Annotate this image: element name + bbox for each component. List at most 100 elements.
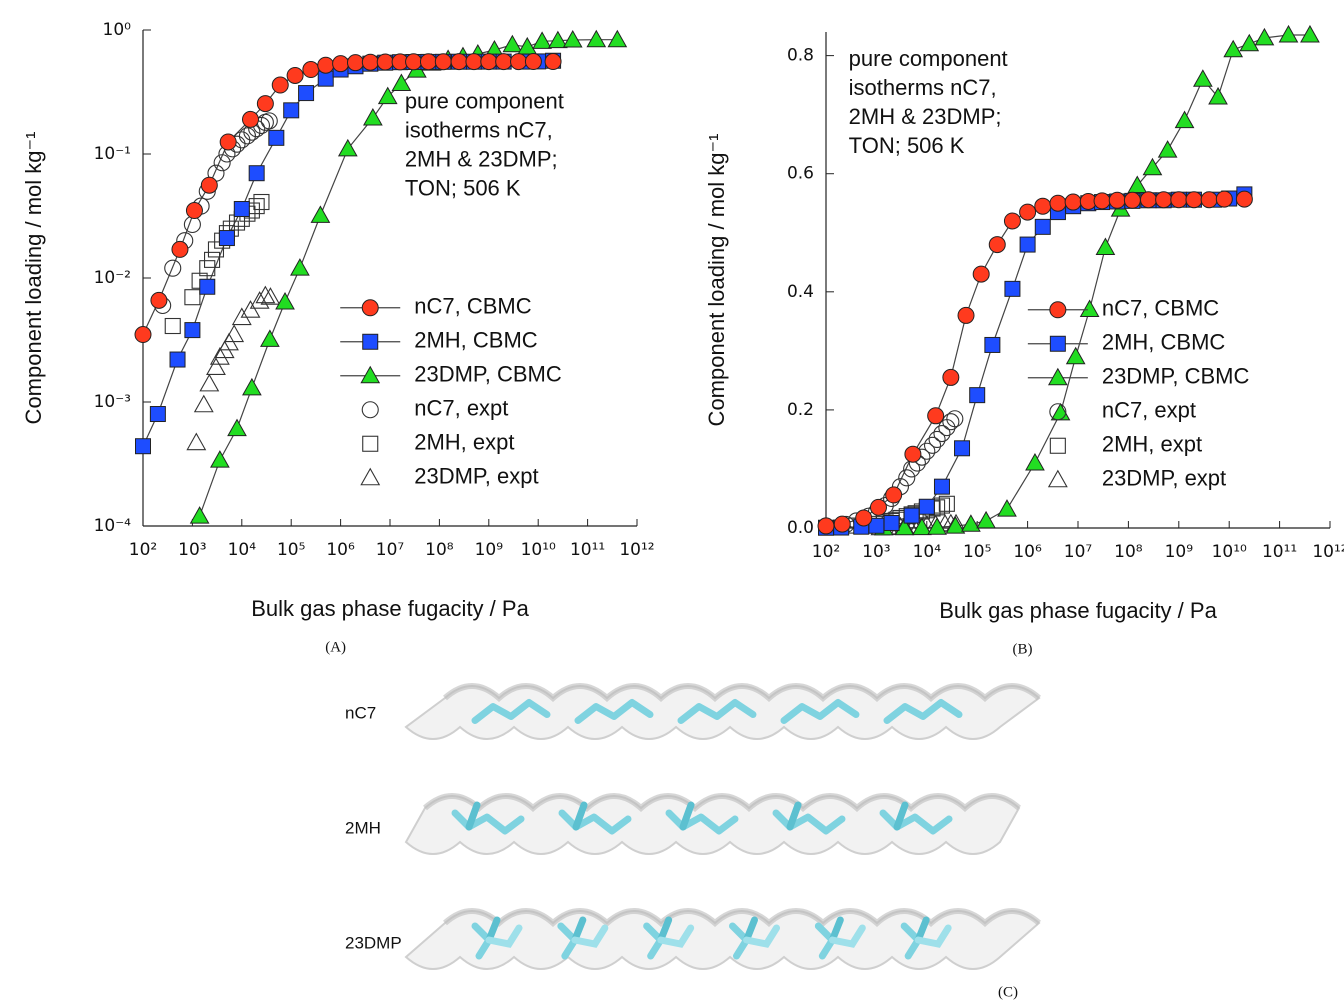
marker: [1108, 191, 1126, 209]
legend-marker: [1047, 469, 1068, 488]
legend-label: nC7, CBMC: [414, 294, 531, 319]
marker: [997, 499, 1017, 517]
annotation: isotherms nC7,: [849, 75, 997, 100]
marker: [290, 258, 310, 276]
marker: [984, 336, 1001, 353]
legend-marker: [360, 467, 381, 486]
marker: [1049, 194, 1067, 212]
legend-label: 23DMP, expt: [1102, 466, 1226, 491]
marker: [1300, 24, 1320, 43]
marker: [419, 53, 437, 71]
molecule: [451, 809, 525, 835]
marker: [248, 165, 265, 182]
marker: [1200, 191, 1218, 209]
marker: [238, 127, 256, 145]
molecule: [780, 699, 860, 724]
legend-label: 2MH, CBMC: [414, 328, 538, 353]
y-tick-label: 0.8: [787, 46, 814, 66]
marker: [204, 251, 221, 268]
marker: [434, 53, 452, 71]
y-tick-label: 10⁻⁴: [94, 516, 132, 536]
marker: [286, 66, 304, 84]
row-label: 23DMP: [345, 933, 402, 952]
molecule-branch: [485, 924, 523, 948]
marker: [1003, 212, 1021, 230]
legend-label: 23DMP, expt: [414, 464, 538, 489]
y-tick-label: 0.2: [787, 400, 814, 420]
marker: [241, 110, 259, 128]
channel-shade: [443, 683, 1041, 703]
marker: [164, 317, 181, 335]
marker: [317, 56, 335, 74]
marker: [1064, 193, 1082, 211]
marker: [532, 31, 552, 49]
marker: [189, 506, 210, 524]
annotation: 2MH & 23DMP;: [849, 104, 1002, 129]
x-tick-label: 10⁷: [1064, 542, 1093, 562]
molecule: [883, 699, 963, 724]
marker: [927, 517, 947, 535]
channel-illustrations: [404, 683, 1041, 970]
marker: [495, 53, 513, 71]
marker: [903, 507, 920, 524]
marker: [938, 495, 955, 512]
annotation: TON; 506 K: [405, 175, 521, 200]
marker: [275, 292, 295, 310]
marker: [1019, 203, 1037, 221]
legend-marker: [362, 435, 379, 452]
marker: [1235, 190, 1253, 208]
legend-marker: [361, 401, 379, 419]
marker: [346, 54, 364, 72]
legend-label: nC7, expt: [414, 396, 508, 421]
marker: [972, 265, 990, 283]
marker: [942, 413, 960, 431]
x-tick-label: 10²: [812, 542, 840, 562]
marker: [199, 373, 220, 392]
marker: [377, 86, 398, 105]
marker: [271, 76, 289, 94]
marker: [1095, 237, 1116, 256]
marker: [298, 85, 315, 102]
marker: [1123, 191, 1141, 209]
molecule-branch: [571, 924, 609, 948]
marker: [210, 450, 230, 468]
molecule: [677, 699, 757, 724]
panel-caption: (C): [998, 984, 1018, 1000]
annotation: isotherms nC7,: [405, 117, 553, 142]
marker: [268, 129, 285, 146]
x-tick-label: 10⁸: [425, 540, 454, 560]
x-tick-label: 10⁹: [475, 540, 504, 560]
marker: [255, 285, 276, 304]
marker: [260, 287, 281, 305]
marker: [933, 478, 950, 495]
legend-marker: [362, 333, 379, 350]
marker: [283, 102, 300, 119]
marker: [164, 259, 182, 277]
marker: [149, 406, 166, 423]
y-tick-label: 10⁰: [103, 20, 132, 40]
marker: [206, 357, 226, 375]
marker: [817, 517, 835, 535]
marker: [1239, 33, 1260, 52]
marker: [184, 322, 201, 339]
molecule-branch: [485, 916, 501, 944]
legend-marker: [360, 365, 381, 384]
legend-label: 23DMP, CBMC: [414, 362, 562, 387]
row-label: 2MH: [345, 818, 381, 837]
marker: [1127, 175, 1148, 194]
marker: [1254, 27, 1275, 46]
x-tick-label: 10⁴: [228, 540, 257, 560]
marker: [260, 112, 278, 130]
x-tick-label: 10¹²: [1312, 542, 1344, 562]
x-tick-label: 10¹⁰: [521, 540, 556, 560]
legend-marker: [1047, 367, 1068, 386]
x-axis-title: Bulk gas phase fugacity / Pa: [251, 596, 529, 621]
legend-marker: [1049, 437, 1066, 454]
marker: [1065, 346, 1086, 365]
x-tick-label: 10⁵: [963, 542, 991, 562]
legend-marker: [1049, 403, 1067, 421]
molecule: [558, 809, 632, 835]
x-tick-label: 10²: [129, 540, 157, 560]
marker: [376, 53, 394, 71]
marker: [1170, 191, 1188, 209]
